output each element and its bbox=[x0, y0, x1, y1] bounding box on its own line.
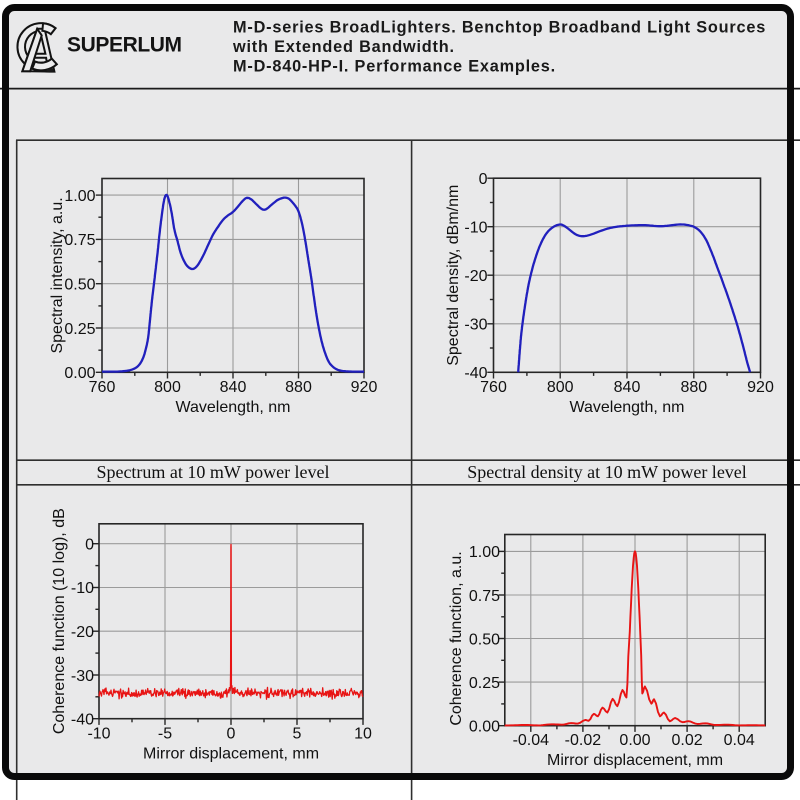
svg-text:Wavelength, nm: Wavelength, nm bbox=[569, 399, 684, 416]
svg-text:1.00: 1.00 bbox=[469, 544, 500, 561]
svg-text:with Extended Bandwidth.: with Extended Bandwidth. bbox=[232, 38, 455, 56]
svg-text:920: 920 bbox=[351, 379, 378, 396]
svg-text:Mirror displacement, mm: Mirror displacement, mm bbox=[143, 745, 319, 762]
svg-text:0.25: 0.25 bbox=[64, 321, 95, 338]
svg-text:920: 920 bbox=[747, 379, 774, 396]
svg-text:0: 0 bbox=[479, 171, 488, 188]
svg-text:840: 840 bbox=[220, 379, 247, 396]
svg-text:0.00: 0.00 bbox=[619, 732, 650, 749]
svg-text:Coherence function, a.u.: Coherence function, a.u. bbox=[448, 551, 465, 725]
svg-text:760: 760 bbox=[89, 379, 116, 396]
svg-text:M-D-series BroadLighters. Benc: M-D-series BroadLighters. Benchtop Broad… bbox=[233, 19, 766, 37]
svg-text:-0.02: -0.02 bbox=[565, 732, 602, 749]
svg-text:0.00: 0.00 bbox=[64, 365, 95, 382]
svg-text:-10: -10 bbox=[87, 725, 110, 742]
svg-text:-10: -10 bbox=[464, 220, 487, 237]
svg-text:Coherence function (10 log), d: Coherence function (10 log), dB bbox=[51, 508, 68, 734]
svg-text:-5: -5 bbox=[158, 725, 172, 742]
svg-text:-20: -20 bbox=[464, 268, 487, 285]
svg-text:0.04: 0.04 bbox=[724, 732, 755, 749]
svg-text:880: 880 bbox=[285, 379, 312, 396]
svg-text:-30: -30 bbox=[71, 668, 94, 685]
svg-text:-20: -20 bbox=[71, 624, 94, 641]
svg-text:5: 5 bbox=[293, 725, 302, 742]
svg-text:0: 0 bbox=[85, 537, 94, 554]
svg-text:-40: -40 bbox=[71, 712, 94, 729]
svg-text:Mirror displacement, mm: Mirror displacement, mm bbox=[547, 752, 723, 769]
svg-text:0.50: 0.50 bbox=[64, 277, 95, 294]
svg-text:-10: -10 bbox=[71, 580, 94, 597]
svg-text:760: 760 bbox=[480, 379, 507, 396]
svg-text:880: 880 bbox=[680, 379, 707, 396]
svg-text:Spectral density, dBm/nm: Spectral density, dBm/nm bbox=[445, 185, 462, 366]
svg-text:840: 840 bbox=[614, 379, 641, 396]
svg-text:-0.04: -0.04 bbox=[513, 732, 550, 749]
svg-text:10: 10 bbox=[354, 725, 372, 742]
svg-text:0.75: 0.75 bbox=[64, 232, 95, 249]
svg-text:Spectral intensity, a.u.: Spectral intensity, a.u. bbox=[49, 197, 66, 353]
svg-text:-30: -30 bbox=[464, 317, 487, 334]
svg-text:800: 800 bbox=[154, 379, 181, 396]
svg-text:0.02: 0.02 bbox=[672, 732, 703, 749]
svg-text:1.00: 1.00 bbox=[64, 188, 95, 205]
svg-text:0.00: 0.00 bbox=[469, 719, 500, 736]
svg-text:M-D-840-HP-I. Performance Exam: M-D-840-HP-I. Performance Examples. bbox=[233, 58, 556, 76]
svg-text:Wavelength, nm: Wavelength, nm bbox=[175, 399, 290, 416]
svg-text:-40: -40 bbox=[464, 365, 487, 382]
svg-text:0: 0 bbox=[227, 725, 236, 742]
svg-text:Spectrum at 10 mW power level: Spectrum at 10 mW power level bbox=[96, 462, 329, 482]
svg-text:800: 800 bbox=[547, 379, 574, 396]
svg-text:0.25: 0.25 bbox=[469, 675, 500, 692]
svg-text:0.50: 0.50 bbox=[469, 631, 500, 648]
svg-text:Spectral density at 10 mW powe: Spectral density at 10 mW power level bbox=[467, 462, 747, 482]
svg-text:SUPERLUM: SUPERLUM bbox=[67, 34, 182, 57]
svg-text:0.75: 0.75 bbox=[469, 588, 500, 605]
